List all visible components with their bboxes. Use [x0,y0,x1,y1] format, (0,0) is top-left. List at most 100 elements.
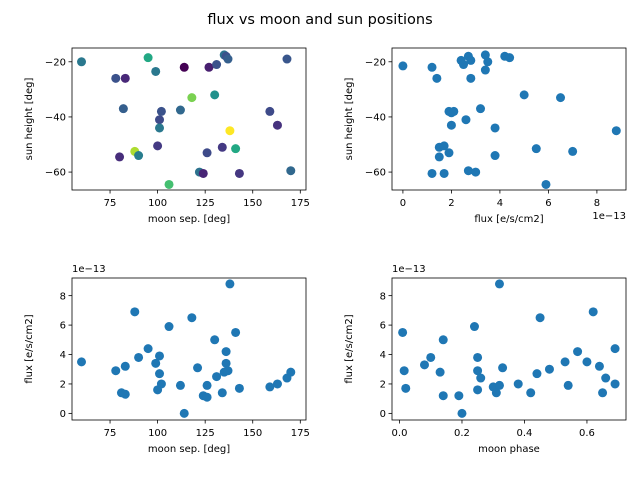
data-point [494,279,504,289]
data-point [432,73,442,83]
x-tick-label: 125 [196,428,215,439]
data-point [120,73,130,83]
data-point [231,144,241,154]
data-point [435,367,445,377]
data-point [444,148,454,158]
data-point [588,307,598,317]
y-tick-label: −40 [365,113,386,124]
data-point [210,90,220,100]
axis-offset-label: 1e−13 [72,264,106,275]
data-point [225,126,235,136]
y-tick-label: −60 [45,168,66,179]
data-point [513,379,523,389]
x-tick-label: 0.2 [454,428,470,439]
data-point [466,73,476,83]
data-point [419,360,429,370]
data-point [164,322,174,332]
y-axis-label: sun height [deg] [344,78,355,161]
data-point [494,380,504,390]
x-tick-label: 150 [243,198,262,209]
y-axis-label: flux [e/s/cm2] [344,314,355,383]
data-point [217,142,227,152]
data-point [221,358,231,368]
data-point [519,90,529,100]
y-tick-label: 6 [380,321,386,332]
x-tick-label: 0.0 [392,428,408,439]
y-tick-label: −20 [365,57,386,68]
data-point [541,179,551,189]
data-point [155,369,165,379]
data-point [490,123,500,133]
axes-frame [391,47,627,191]
x-tick-label: 0 [400,198,406,209]
axis-offset-label: 1e−13 [592,211,626,222]
data-point [143,344,153,354]
y-tick-label: 8 [60,291,66,302]
data-point [560,357,570,367]
data-point [611,126,621,136]
data-point [155,115,165,125]
data-point [151,66,161,76]
x-tick-label: 0.4 [517,428,533,439]
data-point [155,123,165,133]
data-point [272,120,282,130]
data-point [582,357,592,367]
data-point [491,388,501,398]
data-point [476,104,486,114]
data-point [204,62,214,72]
data-point [439,168,449,178]
data-point [401,383,411,393]
data-point [439,141,449,151]
axes-frame [71,47,307,191]
y-tick-label: 4 [380,350,386,361]
data-point [563,380,573,390]
data-point [202,380,212,390]
data-point [483,57,493,67]
data-point [594,361,604,371]
data-point [457,408,467,418]
data-point [573,347,583,357]
data-point [212,60,222,70]
data-point [265,382,275,392]
data-point [175,380,185,390]
data-point [120,361,130,371]
x-tick-label: 4 [497,198,503,209]
x-tick-label: 8 [594,198,600,209]
data-point [480,65,490,75]
data-point [111,73,121,83]
data-point [490,151,500,161]
data-point [449,106,459,116]
x-tick-label: 75 [104,198,117,209]
data-point [198,168,208,178]
y-tick-label: −20 [45,57,66,68]
data-point [454,391,464,401]
y-tick-label: 0 [60,409,66,420]
data-point [286,166,296,176]
data-point [398,61,408,71]
y-tick-label: 2 [60,380,66,391]
x-tick-label: 75 [104,428,117,439]
data-point [473,385,483,395]
data-point [134,352,144,362]
x-tick-label: 6 [545,198,551,209]
subplot-grid: 75 100 125 150 175 −60 −40 −20 moon sep. [deg] su… [24,47,627,455]
data-point [446,120,456,130]
data-point [438,335,448,345]
data-point [526,388,536,398]
data-point [221,347,231,357]
data-point [601,373,611,383]
data-point [498,363,508,373]
y-tick-label: −60 [365,168,386,179]
data-point [120,389,130,399]
data-point [151,358,161,368]
data-point [286,367,296,377]
data-point [153,141,163,151]
data-point [463,166,473,176]
data-point [282,54,292,64]
data-point [427,168,437,178]
data-point [471,167,481,177]
data-point [187,93,197,103]
data-point [272,379,282,389]
x-tick-label: 100 [148,198,167,209]
